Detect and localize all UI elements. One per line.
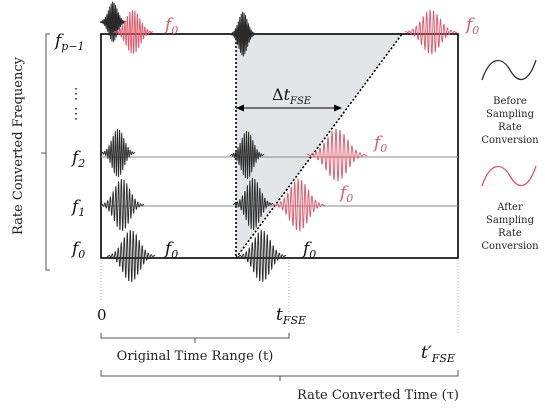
wave-top-after-right <box>404 9 458 55</box>
freq-ellipsis-2: ⋮ <box>69 106 83 122</box>
time-zero-label: 0 <box>97 306 107 324</box>
wave-f2-after-right <box>306 128 368 182</box>
wave-f0-left <box>106 230 156 282</box>
pulse-label-f1-row: f0 <box>338 183 353 205</box>
original-time-range-label: Original Time Range (t) <box>117 349 274 364</box>
legend-before-line-4: Conversion <box>481 135 539 146</box>
plot-frame <box>100 33 459 259</box>
delta-arrow-left-head <box>236 104 244 112</box>
wave-f1-mid <box>232 178 274 230</box>
y-axis-brace <box>41 33 50 271</box>
diagonal-dotted-line <box>235 33 403 259</box>
legend-before-line-3: Rate <box>498 122 522 133</box>
time-t-fse-label: tFSE <box>276 305 306 327</box>
time-t-prime-fse-label: t′FSE <box>421 343 455 365</box>
freq-label-f2: f2 <box>70 148 85 170</box>
delta-t-fse-label: ΔtFSE <box>272 85 312 107</box>
legend-after-line-4: Conversion <box>481 241 539 252</box>
pulse-label-top-right: f0 <box>464 15 479 37</box>
wave-top-before-left <box>99 1 127 43</box>
legend-before-wave <box>481 59 537 81</box>
wave-f2-left <box>100 129 136 177</box>
freq-label-f1: f1 <box>70 197 85 219</box>
pulse-label-bottom-right: f0 <box>301 239 316 261</box>
pulse-label-f2-row: f0 <box>372 133 387 155</box>
freq-label-f0: f0 <box>70 239 85 261</box>
legend-after-line-2: Sampling <box>486 215 535 226</box>
legend-after-line-1: After <box>496 202 523 213</box>
delta-arrow-right-head <box>334 104 342 112</box>
wave-top-before-mid <box>229 11 257 57</box>
freq-ellipsis-1: ⋮ <box>69 86 83 102</box>
y-axis-label: Rate Converted Frequency <box>11 56 26 235</box>
wave-f0-mid <box>237 230 287 282</box>
legend-before-line-2: Sampling <box>486 109 535 120</box>
legend-after-wave <box>481 165 537 187</box>
pulse-label-top-left: f0 <box>163 15 178 37</box>
original-time-bracket <box>100 333 290 343</box>
rate-converted-time-label: Rate Converted Time (τ) <box>297 388 459 403</box>
legend-after-line-3: Rate <box>498 228 522 239</box>
wave-f1-left <box>99 179 145 231</box>
pulse-label-bottom-left: f0 <box>163 239 178 261</box>
legend-before-line-1: Before <box>493 96 527 107</box>
converted-time-bracket <box>100 370 459 381</box>
wave-packets <box>99 1 458 282</box>
wave-top-after-left <box>112 10 154 54</box>
wave-f1-after-right <box>272 177 326 233</box>
wave-f2-mid <box>229 131 265 179</box>
freq-label-top: fp−1 <box>53 31 85 53</box>
